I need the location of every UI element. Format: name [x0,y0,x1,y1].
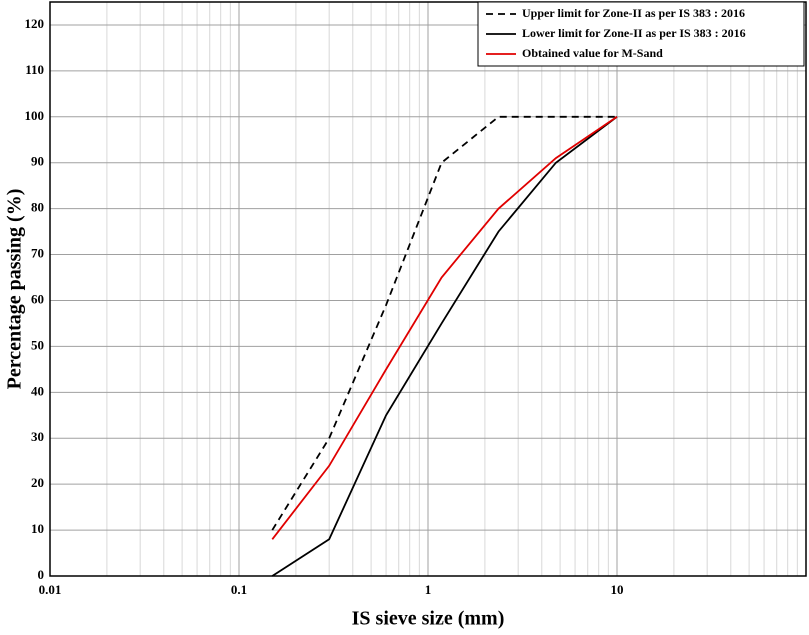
y-tick-label: 60 [31,291,44,306]
y-axis-title: Percentage passing (%) [4,189,26,390]
y-tick-label: 30 [31,429,44,444]
series-line [271,115,617,531]
legend-label: Lower limit for Zone-II as per IS 383 : … [522,26,746,40]
y-tick-label: 20 [31,475,44,490]
x-tick-label: 10 [611,582,624,597]
series-line [271,116,618,540]
x-axis-title: IS sieve size (mm) [352,608,505,630]
y-tick-label: 110 [25,62,44,77]
plot-frame [49,1,807,577]
x-tick-label: 0.1 [231,582,247,597]
y-tick-label: 100 [25,108,45,123]
series-line [271,116,618,577]
legend-label: Obtained value for M-Sand [522,46,663,60]
y-tick-label: 120 [25,16,45,31]
legend-box [477,1,805,67]
y-tick-label: 70 [31,246,44,261]
y-tick-label: 0 [38,567,45,582]
y-tick-label: 90 [31,154,44,169]
y-tick-label: 40 [31,383,44,398]
legend-label: Upper limit for Zone-II as per IS 383 : … [522,6,745,20]
x-tick-label: 0.01 [39,582,62,597]
x-tick-label: 1 [425,582,432,597]
y-tick-label: 80 [31,200,44,215]
y-tick-label: 50 [31,337,44,352]
y-tick-label: 10 [31,521,44,536]
